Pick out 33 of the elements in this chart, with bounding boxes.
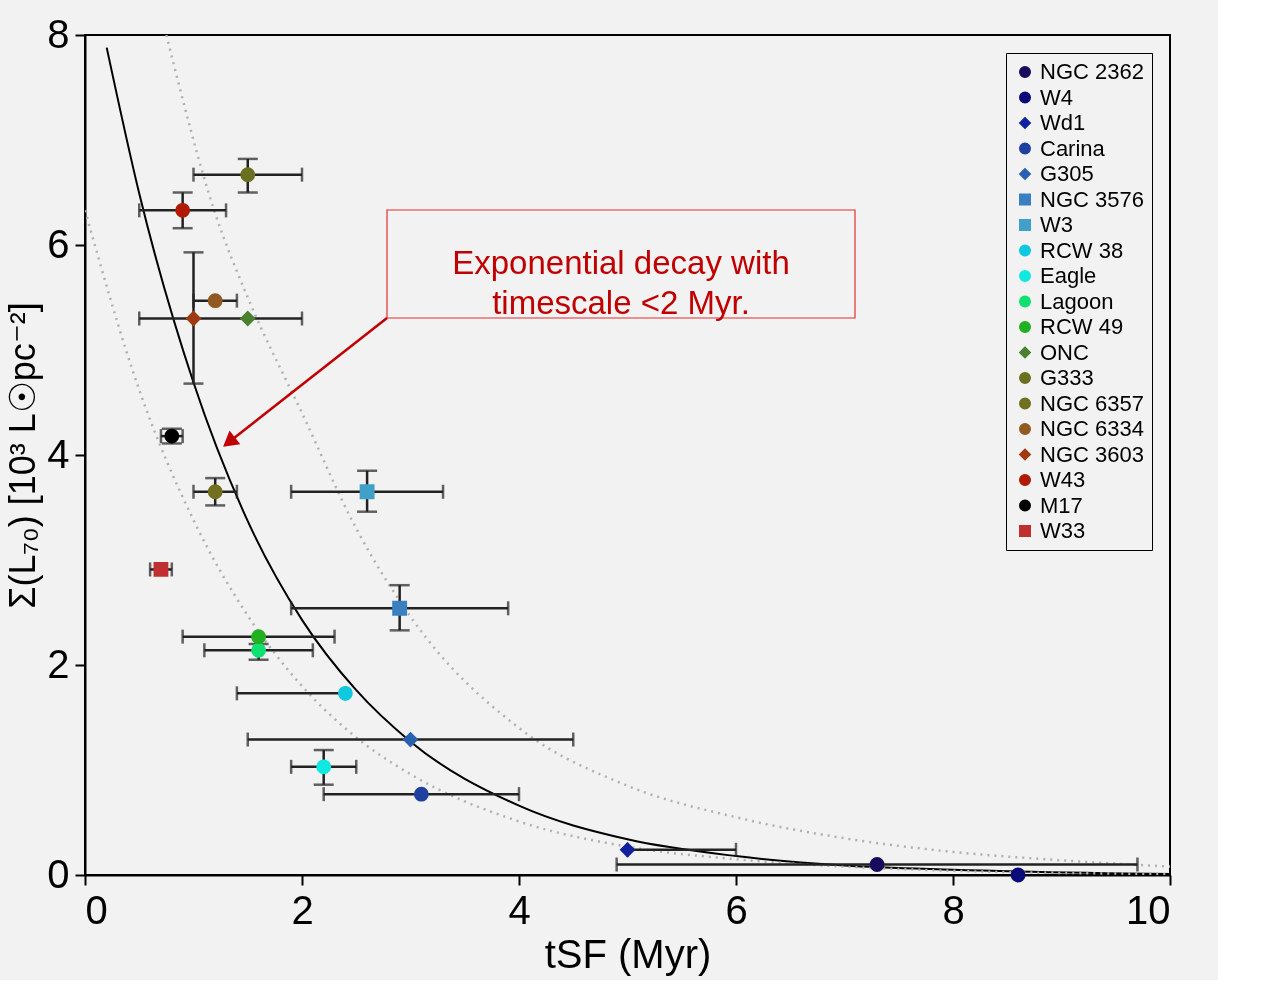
x-tick-label: 8	[942, 887, 965, 932]
legend-label: Carina	[1040, 135, 1106, 161]
legend-label: RCW 38	[1040, 237, 1124, 263]
legend-label: NGC 6357	[1040, 390, 1144, 416]
legend-label: ONC	[1040, 339, 1089, 365]
y-tick-label: 8	[47, 11, 70, 56]
legend-label: W33	[1040, 518, 1086, 543]
x-tick-label: 4	[508, 887, 531, 932]
legend-label: M17	[1040, 492, 1083, 518]
legend-label: Eagle	[1040, 263, 1097, 288]
x-tick-label: 6	[725, 887, 748, 932]
legend-label: NGC 3603	[1040, 441, 1144, 467]
y-tick-label: 0	[47, 851, 70, 896]
y-tick-label: 4	[47, 431, 70, 476]
legend-label: RCW 49	[1040, 314, 1124, 339]
x-axis-title: tSF (Myr)	[544, 931, 712, 976]
annotation: Exponential decay with timescale <2 Myr.	[452, 244, 790, 321]
legend-label: W3	[1040, 212, 1073, 237]
legend-label: W43	[1040, 467, 1086, 492]
legend-label: Wd1	[1040, 110, 1086, 135]
y-tick-label: 2	[47, 641, 70, 686]
x-tick-label: 0	[85, 887, 108, 932]
legend-label: Lagoon	[1040, 288, 1114, 314]
legend-label: NGC 2362	[1040, 59, 1144, 84]
legend-label: NGC 6334	[1040, 416, 1144, 441]
y-tick-label: 6	[47, 221, 70, 266]
legend-label: G305	[1040, 161, 1094, 186]
legend-label: NGC 3576	[1040, 186, 1144, 212]
x-tick-label: 2	[291, 887, 314, 932]
y-axis-title: Σ(L₇₀) [10³ L☉pc⁻²]	[2, 302, 44, 609]
legend-label: W4	[1040, 84, 1073, 110]
legend-label: G333	[1040, 365, 1094, 390]
x-tick-label: 10	[1126, 887, 1171, 932]
